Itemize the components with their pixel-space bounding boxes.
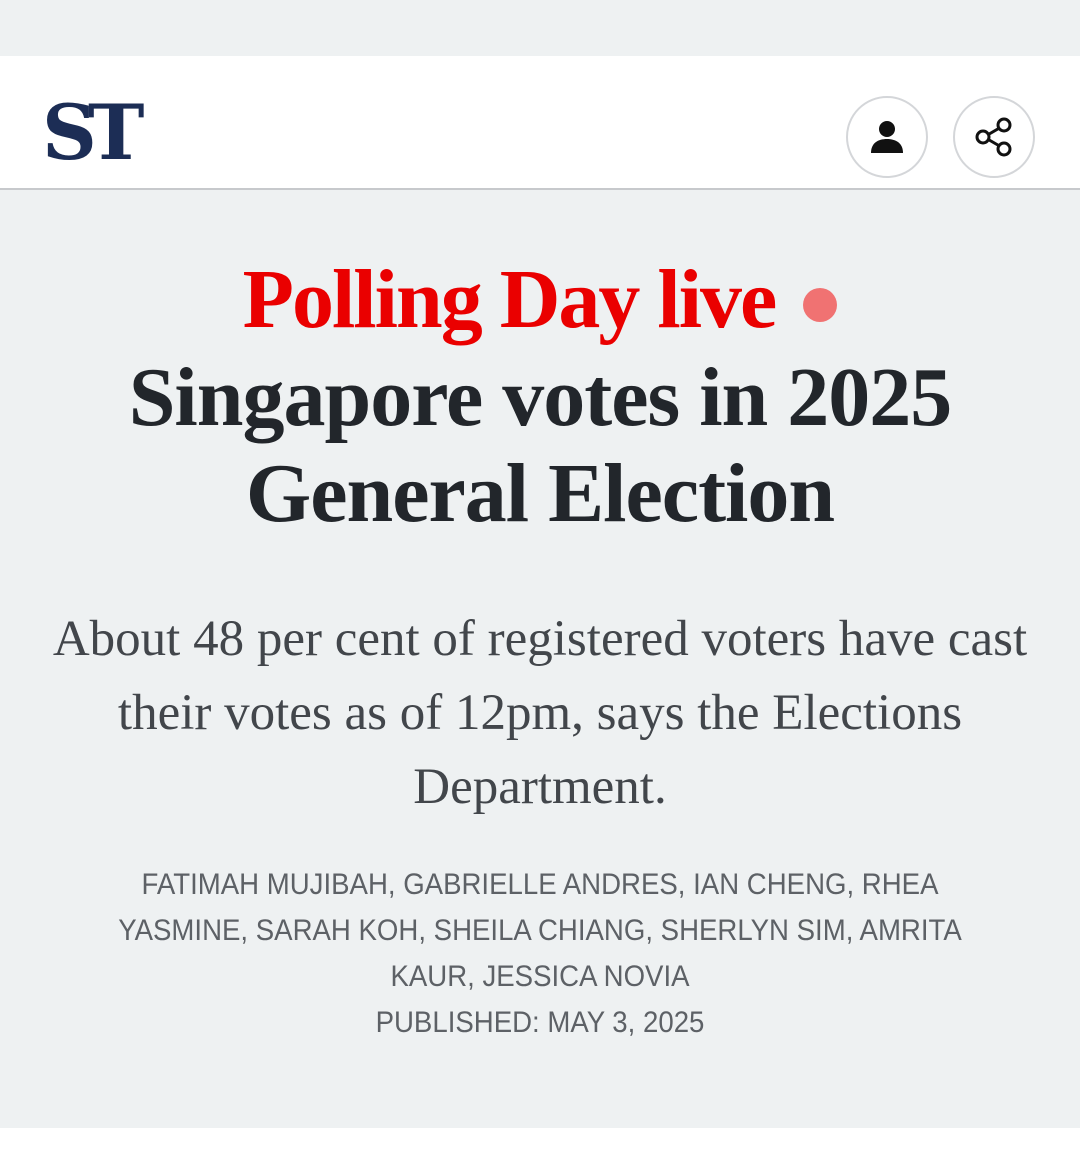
account-button[interactable] <box>846 96 928 178</box>
author-list: FATIMAH MUJIBAH, GABRIELLE ANDRES, IAN C… <box>118 868 962 993</box>
article-hero: Polling Day live Singapore votes in 2025… <box>0 190 1080 1128</box>
live-indicator-dot <box>803 288 838 322</box>
site-logo[interactable]: ST <box>42 88 144 177</box>
live-kicker: Polling Day live <box>242 253 778 346</box>
person-icon <box>871 121 903 153</box>
status-bar-area <box>0 0 1080 56</box>
share-icon <box>975 117 1012 157</box>
byline: FATIMAH MUJIBAH, GABRIELLE ANDRES, IAN C… <box>98 862 981 1046</box>
published-date: PUBLISHED: MAY 3, 2025 <box>375 1006 705 1039</box>
kicker-row: Polling Day live <box>0 250 1080 350</box>
share-button[interactable] <box>953 96 1035 178</box>
article-title: Singapore votes in 2025 General Election <box>128 351 953 540</box>
site-header: ST <box>0 56 1080 190</box>
page-bottom <box>0 1128 1080 1153</box>
article-standfirst: About 48 per cent of registered voters h… <box>52 611 1028 815</box>
